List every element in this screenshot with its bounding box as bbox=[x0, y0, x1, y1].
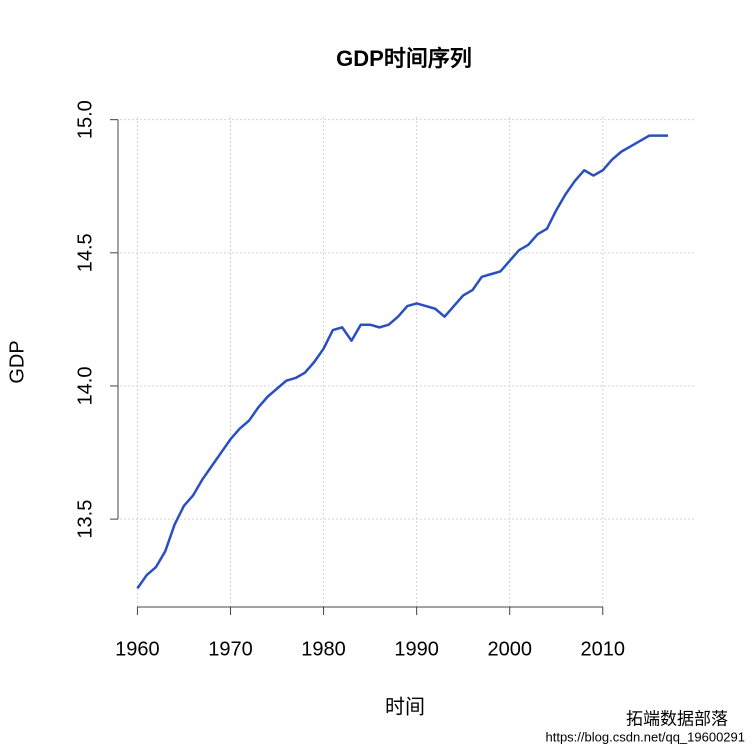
x-tick-label: 1990 bbox=[394, 638, 439, 660]
data-line bbox=[136, 134, 668, 590]
y-tick-label: 14.5 bbox=[74, 233, 96, 272]
x-tick-label: 1970 bbox=[208, 638, 253, 660]
x-axis-label: 时间 bbox=[385, 695, 425, 718]
x-tick-label: 2000 bbox=[487, 638, 532, 660]
y-tick-label: 14.0 bbox=[74, 366, 96, 405]
y-tick-label: 15.0 bbox=[74, 100, 96, 139]
y-tick-label: 13.5 bbox=[74, 500, 96, 539]
chart-title: GDP时间序列 bbox=[336, 46, 472, 71]
watermark: 拓端数据部落 bbox=[626, 709, 728, 728]
x-tick-label: 1960 bbox=[115, 638, 160, 660]
y-axis-label: GDP bbox=[6, 340, 28, 383]
x-tick-label: 2010 bbox=[581, 638, 626, 660]
x-tick-label: 1980 bbox=[301, 638, 346, 660]
watermark-url: https://blog.csdn.net/qq_19600291 bbox=[546, 729, 746, 744]
